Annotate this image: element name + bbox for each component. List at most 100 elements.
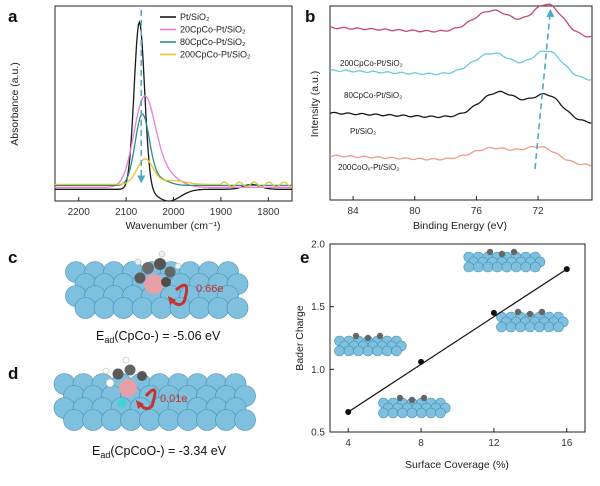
pt-atom bbox=[524, 321, 536, 333]
legend-entry: 200CpCo-Pt/SiO₂ bbox=[180, 50, 251, 60]
pt-atom bbox=[515, 321, 526, 333]
energy-value: (CpCoO-) = -3.34 eV bbox=[110, 444, 226, 458]
charge-transfer-arrowhead-c bbox=[168, 296, 176, 305]
pt-atom bbox=[391, 345, 402, 357]
carbon-atom bbox=[112, 368, 124, 380]
pt-atom bbox=[501, 261, 513, 273]
pt-atom bbox=[215, 409, 237, 431]
panel-c-molecule bbox=[134, 250, 182, 294]
panel-d-slab bbox=[53, 373, 256, 431]
panel-e-plot bbox=[345, 266, 570, 415]
charge-transfer-arrow-d bbox=[138, 388, 157, 411]
pt-atom bbox=[188, 297, 211, 319]
x-tick-label: 2000 bbox=[162, 207, 185, 218]
hydrogen-atom bbox=[105, 378, 115, 388]
xps-series-line bbox=[329, 145, 592, 167]
pt-atom bbox=[496, 321, 507, 333]
adsorbate-molecule bbox=[498, 250, 506, 258]
pt-atom bbox=[472, 261, 484, 273]
pt-atom bbox=[63, 409, 85, 431]
pt-atom bbox=[207, 297, 230, 319]
adsorbate-molecule bbox=[420, 394, 428, 402]
xps-series-label: Pt/SiO₂ bbox=[350, 127, 376, 136]
pt-atom bbox=[543, 321, 555, 333]
pt-atom bbox=[93, 297, 116, 319]
panel-e-frame bbox=[329, 243, 586, 433]
x-tick-label: 72 bbox=[532, 206, 544, 217]
panel-e-ticks: 4 8 12 16 0.5 1.0 1.5 2.0 bbox=[311, 240, 573, 450]
xps-series-line bbox=[329, 3, 592, 38]
pt-atom bbox=[139, 409, 161, 431]
pt-atom bbox=[553, 321, 564, 333]
data-point bbox=[418, 358, 425, 365]
pt-atom bbox=[435, 407, 446, 419]
x-tick-label: 8 bbox=[418, 438, 424, 449]
y-tick-label: 1.0 bbox=[311, 365, 325, 376]
panel-c-energy: Ead(CpCo-) = -5.06 eV bbox=[96, 329, 221, 345]
legend-entry: Pt/SiO₂ bbox=[180, 12, 210, 22]
pt-atom bbox=[343, 345, 355, 357]
panel-e-xlabel: Surface Coverage (%) bbox=[405, 459, 509, 471]
panel-b-series: 200CpCo-Pt/SiO₂ 80CpCo-Pt/SiO₂ Pt/SiO₂ 200C… bbox=[329, 3, 592, 172]
data-point bbox=[563, 266, 570, 273]
panel-c-charge-label: 0.66e bbox=[196, 283, 224, 295]
pt-atom bbox=[416, 407, 427, 419]
pt-atom bbox=[463, 261, 475, 273]
slab-inset bbox=[496, 308, 569, 333]
pt-atom bbox=[406, 407, 418, 419]
adsorbate-molecule bbox=[526, 310, 534, 318]
cobalt-atom bbox=[144, 274, 164, 294]
panel-letter-a: a bbox=[8, 7, 18, 26]
panel-b-ylabel: Intensity (a.u.) bbox=[309, 71, 321, 138]
panel-letter-e: e bbox=[300, 248, 309, 267]
x-tick-label: 84 bbox=[348, 206, 360, 217]
x-tick-label: 76 bbox=[471, 206, 483, 217]
pt-atom bbox=[131, 297, 154, 319]
pt-atom bbox=[177, 409, 199, 431]
pt-atom bbox=[381, 345, 393, 357]
hydrogen-atom bbox=[158, 250, 166, 258]
pt-atom bbox=[353, 345, 364, 357]
shift-arrow-b bbox=[534, 9, 552, 170]
pt-atom bbox=[82, 409, 104, 431]
pt-atom bbox=[334, 345, 345, 357]
pt-atom bbox=[74, 297, 97, 319]
adsorbate-molecule bbox=[486, 248, 494, 256]
hydrogen-atom bbox=[102, 367, 110, 375]
panel-letter-d: d bbox=[8, 364, 18, 383]
legend-entry: 80CpCo-Pt/SiO₂ bbox=[180, 37, 246, 47]
panel-a-legend: Pt/SiO₂ 20CpCo-Pt/SiO₂ 80CpCo-Pt/SiO₂ 200Cp… bbox=[160, 12, 251, 60]
oxygen-atom bbox=[117, 398, 127, 408]
panel-e-bader: 4 8 12 16 0.5 1.0 1.5 2.0 Bader Charge Surface … bbox=[294, 240, 586, 471]
carbon-atom bbox=[124, 364, 136, 376]
pt-atom bbox=[158, 409, 180, 431]
hydrogen-atom bbox=[134, 258, 142, 266]
adsorbate-molecule bbox=[396, 394, 404, 402]
panel-e-slab-insets bbox=[334, 248, 569, 419]
shift-arrowhead-a bbox=[137, 175, 146, 184]
panel-a-series bbox=[55, 9, 293, 202]
xps-series-line bbox=[329, 50, 592, 81]
panel-a-frame bbox=[54, 5, 293, 202]
panel-letter-c: c bbox=[8, 248, 17, 267]
xps-series-label: 200CoOₓ-Pt/SiO₂ bbox=[338, 163, 399, 172]
data-point bbox=[345, 408, 352, 415]
energy-value: (CpCo-) = -5.06 eV bbox=[114, 329, 221, 343]
panel-d-energy: Ead(CpCoO-) = -3.34 eV bbox=[92, 444, 227, 460]
shift-arrowhead-b bbox=[546, 8, 555, 17]
adsorbate-molecule bbox=[352, 332, 360, 340]
x-tick-label: 2200 bbox=[68, 207, 91, 218]
panel-a-ylabel: Absorbance (a.u.) bbox=[9, 62, 21, 145]
pt-atom bbox=[120, 409, 142, 431]
pt-atom bbox=[534, 321, 545, 333]
slab-inset bbox=[334, 332, 407, 357]
cobalt-atom bbox=[119, 379, 137, 397]
panel-b-ticks: 84 80 76 72 bbox=[348, 196, 544, 217]
energy-subscript: ad bbox=[100, 450, 110, 460]
panel-d-molecule bbox=[102, 356, 147, 408]
pt-atom bbox=[397, 407, 408, 419]
energy-subscript: ad bbox=[104, 335, 114, 345]
pt-atom bbox=[387, 407, 399, 419]
adsorbate-molecule bbox=[510, 248, 518, 256]
